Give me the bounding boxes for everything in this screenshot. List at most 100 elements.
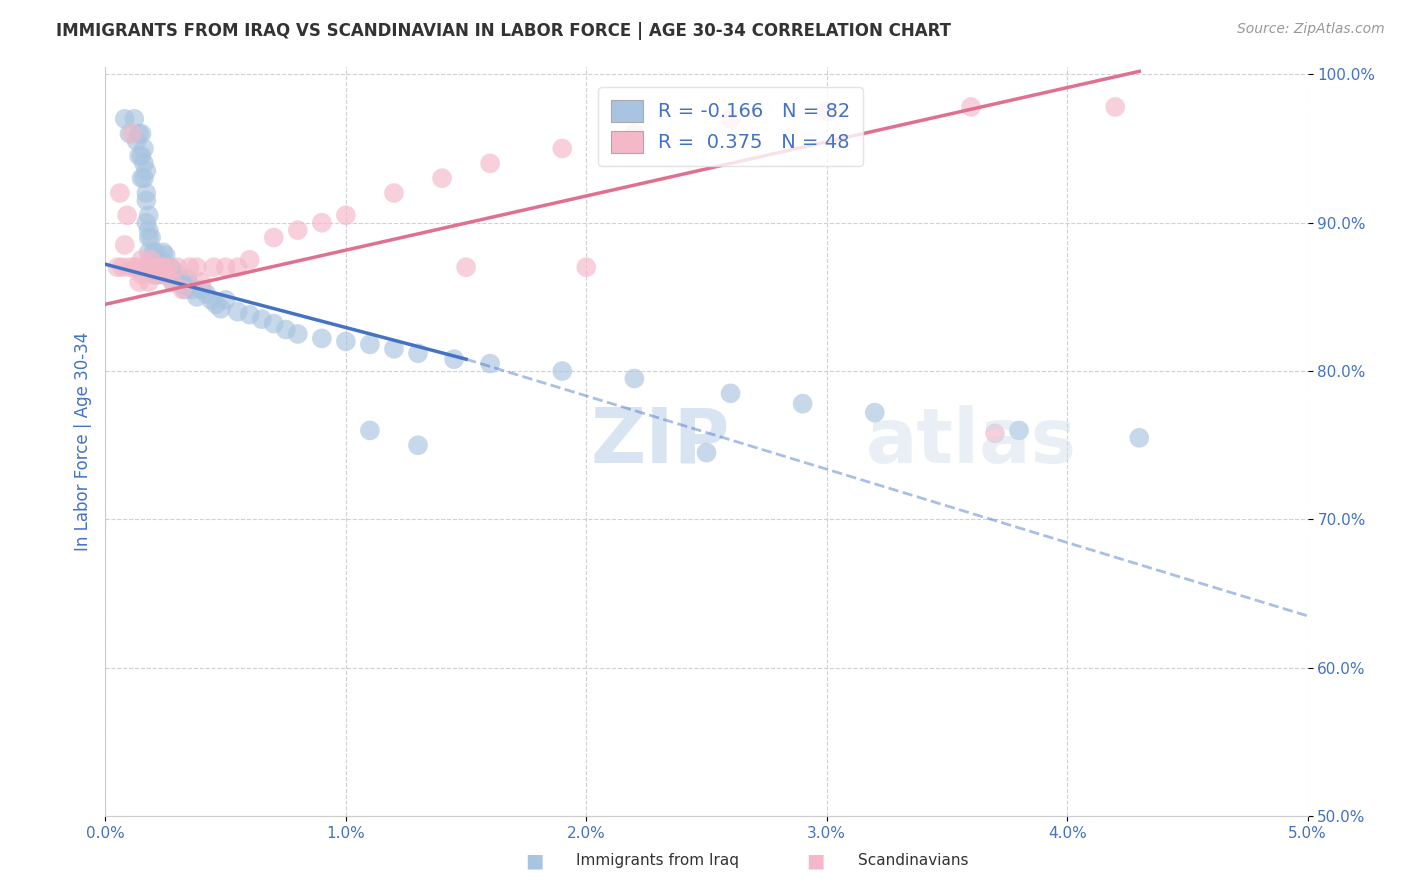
Point	[135, 260, 157, 275]
Point	[152, 260, 174, 275]
Point	[239, 308, 262, 322]
Point	[118, 127, 141, 141]
Point	[132, 156, 155, 170]
Point	[108, 186, 131, 200]
Point	[114, 238, 136, 252]
Point	[186, 260, 208, 275]
Point	[139, 252, 162, 267]
Point	[430, 171, 453, 186]
Point	[145, 268, 167, 282]
Point	[202, 260, 225, 275]
Point	[815, 104, 838, 119]
Point	[551, 364, 574, 378]
Text: Scandinavians: Scandinavians	[858, 854, 969, 868]
Point	[181, 283, 204, 297]
Point	[162, 275, 184, 289]
Point	[186, 290, 208, 304]
Point	[149, 260, 172, 275]
Point	[250, 312, 273, 326]
Point	[152, 268, 174, 282]
Point	[138, 223, 160, 237]
Point	[263, 317, 285, 331]
Point	[131, 149, 153, 163]
Point	[623, 371, 645, 385]
Point	[138, 208, 160, 222]
Point	[111, 260, 134, 275]
Point	[575, 260, 598, 275]
Legend: R = -0.166   N = 82, R =  0.375   N = 48: R = -0.166 N = 82, R = 0.375 N = 48	[599, 87, 863, 166]
Point	[696, 445, 718, 459]
Text: Source: ZipAtlas.com: Source: ZipAtlas.com	[1237, 22, 1385, 37]
Point	[118, 260, 141, 275]
Point	[132, 260, 155, 275]
Point	[131, 268, 153, 282]
Point	[128, 149, 150, 163]
Point	[214, 293, 236, 307]
Point	[443, 352, 465, 367]
Point	[406, 438, 429, 452]
Point	[125, 260, 148, 275]
Point	[984, 426, 1007, 441]
Point	[205, 297, 228, 311]
Point	[152, 260, 174, 275]
Y-axis label: In Labor Force | Age 30-34: In Labor Force | Age 30-34	[73, 332, 91, 551]
Point	[176, 272, 198, 286]
Point	[720, 386, 742, 401]
Point	[135, 216, 157, 230]
Point	[135, 163, 157, 178]
Point	[162, 275, 184, 289]
Point	[287, 223, 309, 237]
Point	[406, 346, 429, 360]
Point	[142, 245, 165, 260]
Point	[125, 134, 148, 148]
Point	[173, 283, 195, 297]
Point	[131, 171, 153, 186]
Point	[239, 252, 262, 267]
Point	[148, 260, 170, 275]
Point	[209, 301, 232, 316]
Point	[131, 252, 153, 267]
Point	[145, 260, 167, 275]
Point	[311, 216, 333, 230]
Point	[132, 141, 155, 155]
Point	[190, 275, 212, 289]
Point	[135, 194, 157, 208]
Point	[124, 112, 146, 126]
Point	[623, 127, 645, 141]
Point	[863, 406, 886, 420]
Point	[114, 112, 136, 126]
Point	[132, 171, 155, 186]
Point	[190, 283, 212, 297]
Point	[287, 326, 309, 341]
Point	[156, 268, 179, 282]
Point	[1104, 100, 1126, 114]
Point	[1008, 424, 1031, 438]
Point	[139, 230, 162, 244]
Point	[382, 342, 405, 356]
Point	[159, 268, 181, 282]
Point	[479, 357, 502, 371]
Text: ■: ■	[524, 851, 544, 871]
Point	[166, 260, 188, 275]
Point	[179, 278, 201, 293]
Point	[135, 186, 157, 200]
Point	[128, 275, 150, 289]
Point	[139, 252, 162, 267]
Point	[214, 260, 236, 275]
Point	[792, 397, 814, 411]
Text: ■: ■	[806, 851, 825, 871]
Point	[382, 186, 405, 200]
Point	[195, 286, 218, 301]
Point	[131, 127, 153, 141]
Point	[200, 293, 222, 307]
Point	[115, 208, 138, 222]
Point	[1128, 431, 1150, 445]
Point	[121, 127, 143, 141]
Point	[145, 268, 167, 282]
Point	[335, 334, 357, 349]
Point	[107, 260, 129, 275]
Point	[226, 304, 249, 318]
Point	[142, 260, 165, 275]
Point	[159, 260, 181, 275]
Point	[155, 248, 177, 262]
